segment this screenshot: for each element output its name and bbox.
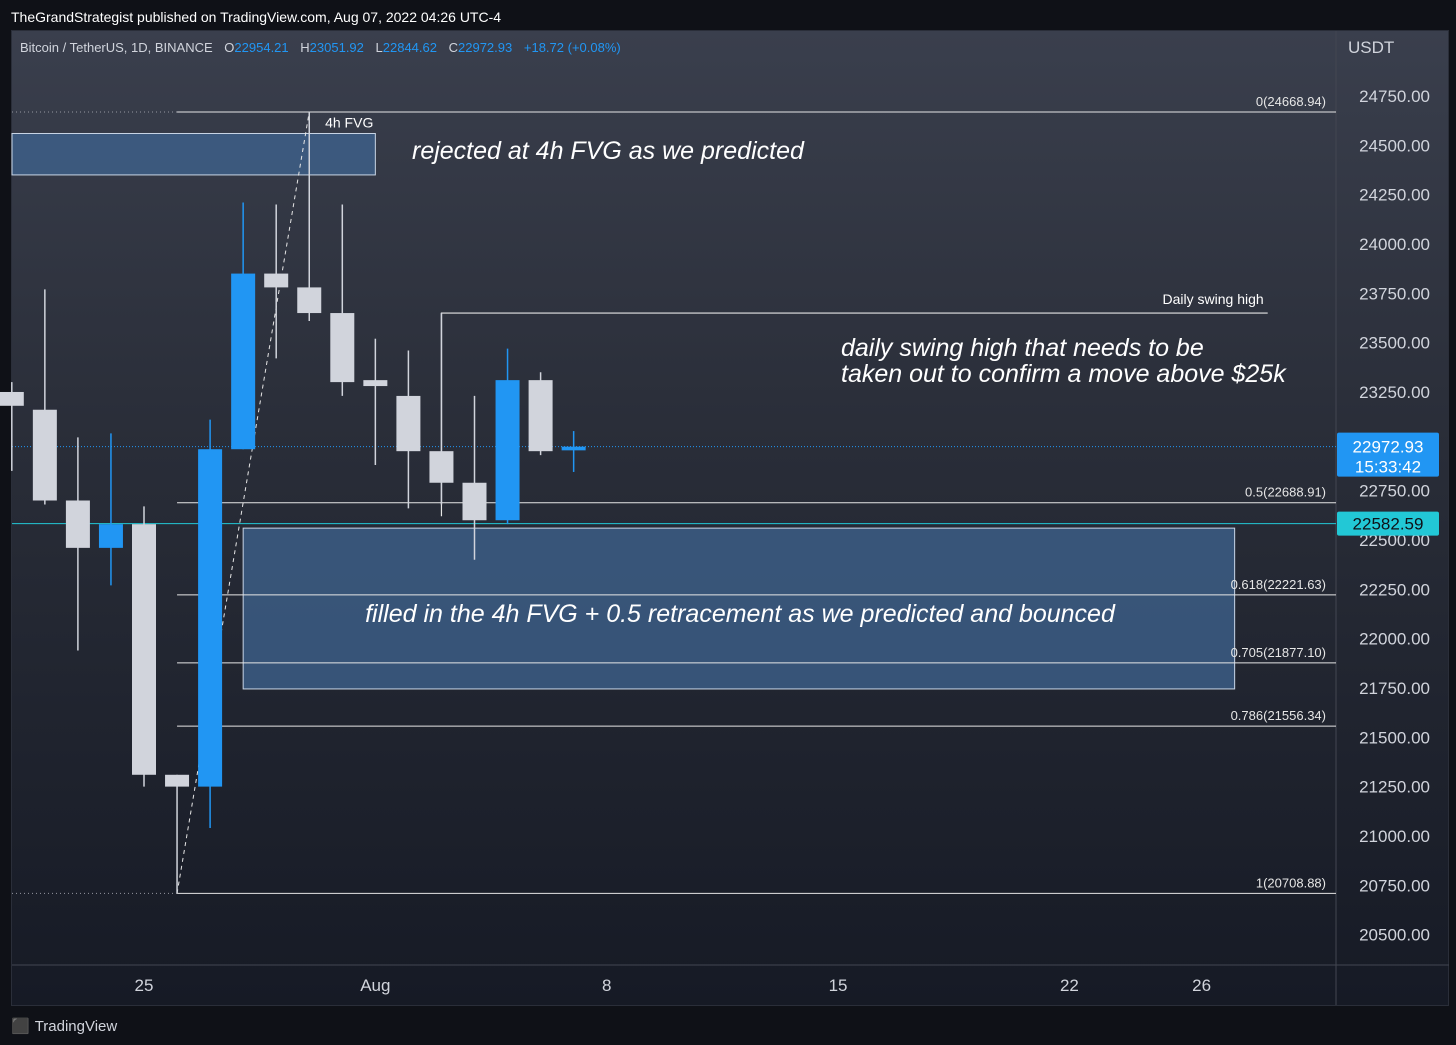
current-price-tag[interactable]: [1337, 432, 1439, 477]
high-value: 23051.92: [309, 40, 364, 55]
high-label: H: [300, 40, 310, 55]
annotation-rejected: rejected at 4h FVG as we predicted: [412, 137, 805, 165]
price-axis-tick: 23750.00: [1359, 284, 1430, 303]
brand-label: TradingView: [34, 1017, 118, 1035]
price-axis-currency: USDT: [1348, 38, 1394, 57]
time-axis-tick: 25: [135, 976, 154, 995]
fvg-zone-0[interactable]: [11, 132, 376, 176]
footer-bar: [0, 1006, 1456, 1045]
price-axis-tick: 24250.00: [1359, 186, 1430, 205]
bar-countdown: 15:33:42: [1355, 458, 1421, 477]
candle-body[interactable]: [462, 482, 487, 521]
candle-body[interactable]: [330, 313, 355, 383]
price-axis-tick: 21000.00: [1359, 827, 1430, 846]
open-value: 22954.21: [234, 40, 289, 55]
fvg-zone-1[interactable]: [242, 527, 1236, 690]
chart-legend: Bitcoin / TetherUS, 1D, BINANCE O22954.2…: [20, 40, 621, 55]
time-axis-tick: 26: [1192, 976, 1211, 995]
change-value: +18.72 (+0.08%): [523, 40, 621, 55]
fib-label-4: 0.786(21556.34): [1231, 708, 1326, 723]
symbol-label: Bitcoin / TetherUS, 1D, BINANCE: [20, 40, 213, 55]
candle-body[interactable]: [495, 380, 520, 521]
candle-body[interactable]: [396, 395, 421, 452]
price-axis-tick: 22000.00: [1359, 630, 1430, 649]
price-axis-tick: 23250.00: [1359, 383, 1430, 402]
price-axis-tick: 22500.00: [1359, 531, 1430, 550]
price-axis-tick: 22250.00: [1359, 580, 1430, 599]
candle-body[interactable]: [231, 273, 256, 450]
current-price-value: 22972.93: [1353, 438, 1424, 457]
annotation-swing-1: daily swing high that needs to be: [841, 334, 1204, 362]
time-axis-tick: 8: [602, 976, 611, 995]
price-axis-tick: 22750.00: [1359, 482, 1430, 501]
fib-label-2: 0.618(22221.63): [1231, 577, 1326, 592]
level-price-tag[interactable]: [1337, 511, 1439, 536]
candle-body[interactable]: [165, 774, 190, 787]
price-axis-tick: 23500.00: [1359, 334, 1430, 353]
fvg-label: 4h FVG: [325, 114, 373, 130]
fib-label-1: 0.5(22688.91): [1245, 485, 1326, 500]
time-axis-tick: Aug: [360, 976, 390, 995]
low-value: 22844.62: [382, 40, 437, 55]
close-value: 22972.93: [458, 40, 513, 55]
fib-label-0: 0(24668.94): [1256, 94, 1326, 109]
fib-label-5: 1(20708.88): [1256, 875, 1326, 890]
candle-body[interactable]: [528, 380, 553, 452]
candle-body[interactable]: [429, 451, 454, 483]
annotation-filled: filled in the 4h FVG + 0.5 retracement a…: [365, 600, 1116, 628]
candle-body[interactable]: [264, 273, 289, 288]
candle-body[interactable]: [98, 524, 123, 548]
chart-frame[interactable]: [11, 30, 1449, 1006]
fib-label-3: 0.705(21877.10): [1231, 645, 1326, 660]
price-axis-tick: 21500.00: [1359, 728, 1430, 747]
price-axis-tick: 20500.00: [1359, 926, 1430, 945]
close-label: C: [448, 40, 459, 55]
candle-body[interactable]: [65, 500, 90, 548]
level-price-value: 22582.59: [1353, 515, 1424, 534]
swing-high-label: Daily swing high: [1163, 291, 1264, 307]
price-axis-tick: 24750.00: [1359, 87, 1430, 106]
price-axis-tick: 21750.00: [1359, 679, 1430, 698]
candle-body[interactable]: [0, 391, 24, 406]
publisher-line: TheGrandStrategist published on TradingV…: [11, 9, 502, 25]
tradingview-logo-icon: ⬛: [11, 1018, 30, 1035]
candle-body[interactable]: [32, 409, 57, 501]
price-axis-tick: 20750.00: [1359, 876, 1430, 895]
time-axis-tick: 22: [1060, 976, 1079, 995]
price-axis-tick: 24500.00: [1359, 136, 1430, 155]
tradingview-brand[interactable]: ⬛ TradingView: [11, 1017, 118, 1036]
open-label: O: [224, 40, 235, 55]
candle-body[interactable]: [297, 287, 322, 314]
candle-body[interactable]: [132, 524, 156, 775]
price-axis-tick: 21250.00: [1359, 778, 1430, 797]
candle-body[interactable]: [198, 449, 223, 787]
candle-body[interactable]: [363, 380, 388, 387]
publisher-bar: TheGrandStrategist published on TradingV…: [0, 0, 1456, 30]
candle-body[interactable]: [561, 446, 586, 451]
annotation-swing-2: taken out to confirm a move above $25k: [841, 360, 1287, 388]
time-axis-tick: 15: [829, 976, 848, 995]
price-axis-tick: 24000.00: [1359, 235, 1430, 254]
low-label: L: [375, 40, 383, 55]
